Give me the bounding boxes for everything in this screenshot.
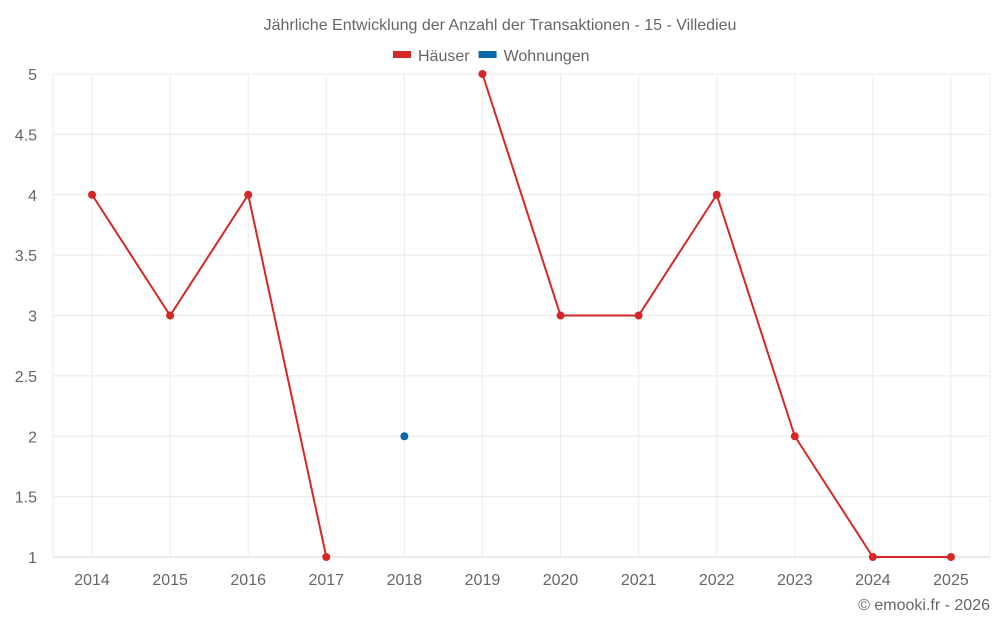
chart-legend: Häuser Wohnungen: [393, 48, 590, 65]
y-tick-label: 1.5: [15, 490, 37, 507]
series-group: [88, 70, 955, 561]
y-tick-label: 3: [28, 309, 37, 326]
data-point[interactable]: [88, 190, 97, 199]
x-tick-label: 2015: [152, 572, 188, 589]
x-tick-label: 2014: [74, 572, 110, 589]
legend-swatch: [393, 51, 411, 58]
y-tick-label: 2.5: [15, 369, 37, 386]
y-axis: 1 1.5 2 2.5 3 3.5 4 4.5 5: [15, 67, 37, 567]
data-point[interactable]: [634, 311, 643, 320]
data-point[interactable]: [712, 190, 721, 199]
data-point[interactable]: [166, 311, 175, 320]
series-line: [91, 192, 328, 558]
y-tick-label: 4: [28, 188, 37, 205]
credit-text: © emooki.fr - 2026: [858, 597, 990, 614]
grid-lines: [52, 73, 991, 558]
legend-swatch: [478, 51, 497, 58]
data-point[interactable]: [478, 70, 487, 78]
x-tick-label: 2018: [387, 572, 423, 589]
data-point[interactable]: [400, 432, 409, 441]
data-point[interactable]: [790, 432, 799, 441]
x-tick-label: 2020: [543, 572, 579, 589]
y-tick-label: 1: [28, 550, 37, 567]
legend-item-label[interactable]: Wohnungen: [504, 48, 590, 65]
y-tick-label: 2: [28, 429, 37, 446]
x-tick-label: 2025: [933, 572, 969, 589]
y-tick-label: 4.5: [15, 127, 37, 144]
data-point[interactable]: [322, 553, 331, 561]
data-point[interactable]: [556, 311, 565, 320]
x-tick-label: 2019: [465, 572, 501, 589]
data-point[interactable]: [868, 553, 877, 561]
data-point[interactable]: [946, 553, 955, 561]
x-tick-label: 2017: [308, 572, 344, 589]
data-point[interactable]: [244, 190, 253, 199]
y-tick-label: 3.5: [15, 248, 37, 265]
x-tick-label: 2024: [855, 572, 891, 589]
y-tick-label: 5: [28, 67, 37, 84]
chart-title: Jährliche Entwicklung der Anzahl der Tra…: [264, 17, 737, 34]
x-tick-label: 2016: [230, 572, 266, 589]
x-tick-label: 2021: [621, 572, 657, 589]
legend-item-label[interactable]: Häuser: [418, 48, 470, 65]
x-axis: 2014 2015 2016 2017 2018 2019 2020 2021 2022 2023…: [74, 572, 969, 589]
x-tick-label: 2023: [777, 572, 813, 589]
x-tick-label: 2022: [699, 572, 735, 589]
